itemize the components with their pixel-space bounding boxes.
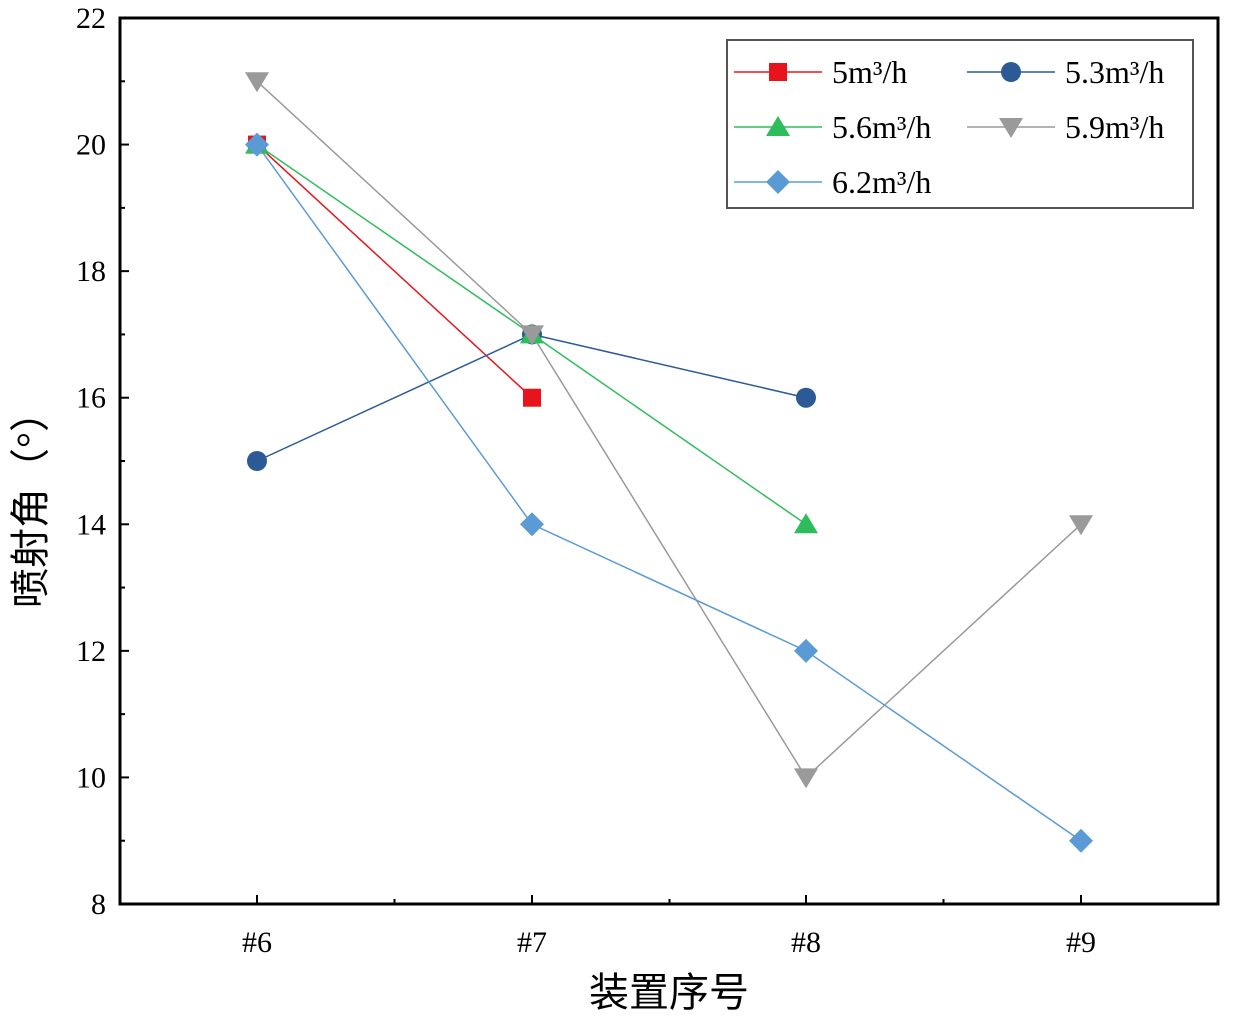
series-line xyxy=(256,144,1082,842)
legend-label: 5.6m³/h xyxy=(832,109,931,145)
legend-marker xyxy=(999,118,1023,138)
y-tick-label: 16 xyxy=(76,382,106,415)
legend-entry-1: 5.3m³/h xyxy=(967,54,1164,90)
series-layer xyxy=(245,72,1093,853)
data-point xyxy=(523,388,541,407)
legend-entry-0: 5m³/h xyxy=(734,54,907,90)
x-axis-title: 装置序号 xyxy=(589,970,749,1015)
data-point xyxy=(796,387,816,408)
legend: 5m³/h 5.3m³/h 5.6m³/h 5.9m³/h 6.2m³/h xyxy=(726,39,1194,209)
y-tick-label: 8 xyxy=(91,888,106,921)
x-tick-label: #9 xyxy=(1066,926,1096,959)
legend-label: 6.2m³/h xyxy=(832,164,931,200)
legend-label: 5.3m³/h xyxy=(1065,54,1164,90)
x-tick-label: #8 xyxy=(791,926,821,959)
legend-label: 5m³/h xyxy=(832,54,907,90)
series-3 xyxy=(256,80,1082,779)
y-tick-label: 14 xyxy=(76,508,106,541)
series-line xyxy=(256,80,1082,779)
data-point xyxy=(794,768,818,789)
y-tick-label: 12 xyxy=(76,635,106,668)
x-tick-label: #7 xyxy=(517,926,547,959)
data-point xyxy=(1069,515,1093,536)
axis-layer: 8 10 12 14 16 18 20 22 #6 #7 #8 #9 xyxy=(76,2,1220,959)
series-markers-4 xyxy=(245,132,1093,853)
data-point xyxy=(520,325,544,346)
legend-marker xyxy=(766,170,790,194)
y-axis-title: 喷射角（°） xyxy=(8,392,53,608)
data-point xyxy=(794,638,818,663)
legend-marker xyxy=(769,63,787,81)
y-tick-label: 20 xyxy=(76,129,106,162)
data-point xyxy=(1069,828,1093,853)
data-point xyxy=(245,132,269,157)
legend-entry-4: 6.2m³/h xyxy=(734,164,931,200)
legend-entry-2: 5.6m³/h xyxy=(734,109,931,145)
legend-label: 5.9m³/h xyxy=(1065,109,1164,145)
y-tick-label: 10 xyxy=(76,761,106,794)
data-point xyxy=(794,513,818,534)
legend-marker xyxy=(766,116,790,136)
series-markers-3 xyxy=(245,72,1093,789)
legend-marker xyxy=(1001,62,1021,82)
series-4 xyxy=(256,144,1082,842)
x-tick-label: #6 xyxy=(242,926,272,959)
data-point xyxy=(245,72,269,93)
legend-entry-3: 5.9m³/h xyxy=(967,109,1164,145)
y-tick-label: 22 xyxy=(76,2,106,35)
legend-box xyxy=(726,39,1194,209)
y-tick-label: 18 xyxy=(76,255,106,288)
data-point xyxy=(247,451,267,471)
data-point xyxy=(520,512,544,537)
